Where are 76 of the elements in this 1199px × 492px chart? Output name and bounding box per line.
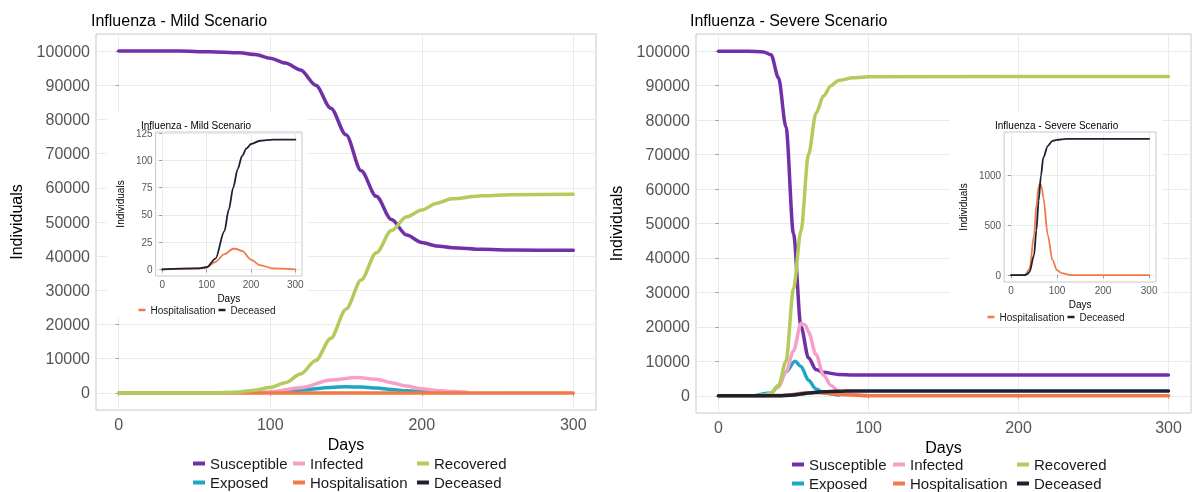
x-tick-label: 0 [1008, 284, 1015, 296]
y-axis-title: Individuals [7, 184, 25, 260]
x-tick-label: 300 [287, 278, 305, 290]
y-tick-label: 100000 [636, 42, 691, 60]
y-tick-label: 30000 [645, 283, 691, 301]
legend-label: Susceptible [210, 455, 288, 472]
y-tick-label: 60000 [45, 179, 91, 197]
y-tick-label: 500 [984, 219, 1002, 231]
y-axis-title: Individuals [607, 185, 625, 262]
legend-label: Susceptible [809, 456, 887, 473]
y-tick-label: 10000 [645, 352, 691, 370]
line-series [116, 49, 576, 253]
y-tick-label: 25 [141, 236, 154, 248]
x-axis-title: Days [1068, 299, 1092, 311]
y-axis-title: Individuals [114, 180, 126, 228]
y-tick-label: 80000 [645, 111, 691, 129]
x-tick-label: 300 [1140, 284, 1158, 296]
line-series [161, 138, 297, 271]
y-tick-label: 0 [81, 384, 91, 402]
y-tick-label: 20000 [645, 318, 691, 336]
x-tick-label: 100 [1048, 284, 1066, 296]
x-tick-label: 0 [114, 415, 124, 433]
y-tick-label: 1000 [978, 170, 1002, 182]
legend-label: Deceased [1079, 311, 1125, 323]
y-tick-label: 50000 [645, 215, 691, 232]
y-tick-label: 60000 [645, 180, 691, 198]
chart-title: Influenza - Mild Scenario [91, 11, 268, 29]
legend-label: Deceased [434, 474, 502, 491]
x-tick-label: 0 [714, 418, 724, 436]
legend-label: Hospitalisation [310, 474, 408, 491]
y-tick-label: 0 [995, 269, 1002, 281]
x-tick-label: 200 [1094, 284, 1112, 296]
x-tick-label: 0 [159, 278, 166, 290]
legend-label: Hospitalisation [150, 304, 216, 316]
x-tick-label: 200 [242, 278, 260, 290]
x-tick-label: 200 [408, 415, 436, 433]
y-tick-label: 50000 [45, 213, 91, 231]
x-tick-label: 100 [198, 278, 216, 290]
x-axis-title: Days [217, 293, 241, 305]
y-tick-label: 20000 [45, 316, 91, 334]
x-axis-title: Days [327, 436, 365, 454]
y-tick-label: 30000 [45, 281, 91, 299]
y-tick-label: 100 [135, 154, 154, 166]
legend-label: Exposed [210, 474, 269, 491]
y-tick-label: 90000 [645, 77, 691, 95]
legend-label: Infected [310, 455, 364, 472]
x-tick-label: 100 [256, 415, 284, 433]
chart-title: Influenza - Severe Scenario [690, 11, 888, 29]
y-tick-label: 100000 [36, 42, 91, 60]
legend-label: Deceased [230, 304, 276, 316]
y-tick-label: 70000 [645, 146, 691, 164]
line-series [1010, 137, 1150, 277]
y-tick-label: 0 [147, 263, 154, 275]
y-tick-label: 80000 [45, 110, 91, 128]
legend-label: Exposed [809, 475, 868, 492]
y-tick-label: 40000 [645, 249, 691, 267]
y-tick-label: 10000 [45, 350, 91, 368]
y-tick-label: 75 [141, 182, 154, 194]
y-tick-label: 90000 [45, 76, 91, 94]
legend-label: Deceased [1034, 475, 1102, 492]
y-axis-title: Individuals [957, 183, 969, 231]
legend-label: Hospitalisation [910, 475, 1008, 492]
y-tick-label: 0 [681, 387, 691, 405]
x-axis-title: Days [925, 439, 962, 457]
y-tick-label: 40000 [45, 247, 91, 265]
x-tick-label: 200 [1005, 418, 1032, 436]
x-tick-label: 300 [559, 415, 587, 433]
legend-label: Recovered [434, 455, 507, 472]
legend-label: Hospitalisation [999, 311, 1065, 323]
y-tick-label: 70000 [45, 145, 91, 163]
legend-label: Recovered [1034, 456, 1107, 473]
x-tick-label: 100 [855, 418, 882, 436]
chart-title: Influenza - Severe Scenario [995, 119, 1119, 131]
y-tick-label: 50 [141, 209, 154, 221]
x-tick-label: 300 [1155, 418, 1182, 436]
legend-label: Infected [910, 456, 964, 473]
